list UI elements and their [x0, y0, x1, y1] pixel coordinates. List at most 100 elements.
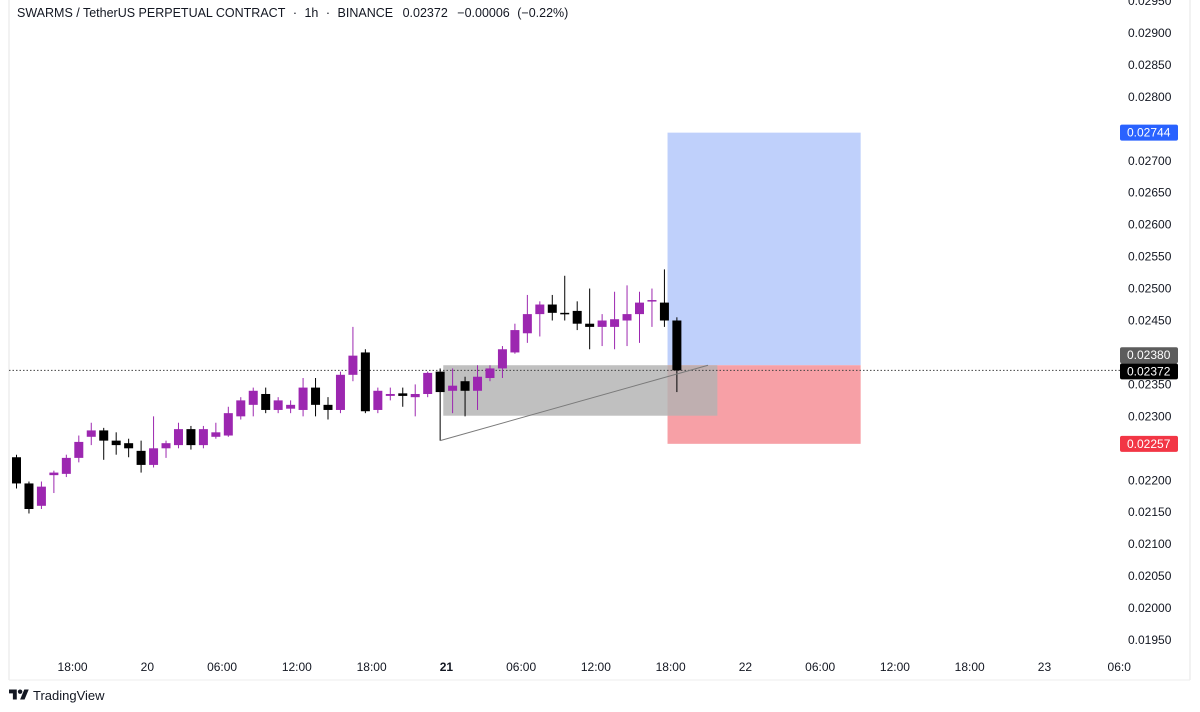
- price-change-percent: (−0.22%): [517, 6, 569, 20]
- candle-body[interactable]: [12, 457, 21, 484]
- candle-body[interactable]: [74, 441, 84, 458]
- candle-body[interactable]: [99, 430, 109, 441]
- current-price-label: 0.02372: [1127, 364, 1171, 378]
- y-axis-tick-label: 0.02950: [1128, 0, 1172, 8]
- candle-body[interactable]: [273, 400, 283, 410]
- candle-body[interactable]: [36, 486, 46, 506]
- candle-body[interactable]: [398, 393, 408, 396]
- candle-body[interactable]: [647, 300, 657, 302]
- exchange-label: BINANCE: [337, 6, 394, 20]
- candle-body[interactable]: [485, 368, 495, 379]
- x-axis-tick-label: 18:00: [955, 660, 985, 674]
- x-axis-tick-label: 18:00: [58, 660, 88, 674]
- price-change: −0.00006: [457, 6, 510, 20]
- candle-body[interactable]: [510, 330, 520, 353]
- y-axis-tick-label: 0.02800: [1128, 90, 1172, 104]
- candle-body[interactable]: [61, 457, 71, 474]
- y-axis-tick-label: 0.01950: [1128, 633, 1172, 647]
- candle-body[interactable]: [460, 381, 470, 391]
- candle-body[interactable]: [124, 443, 134, 449]
- y-axis-tick-label: 0.02700: [1128, 154, 1172, 168]
- target-price-label: 0.02744: [1127, 126, 1171, 140]
- candle-body[interactable]: [311, 387, 321, 405]
- candle-body[interactable]: [423, 372, 433, 394]
- candle-body[interactable]: [610, 319, 620, 327]
- x-axis-tick-label: 06:0: [1108, 660, 1132, 674]
- candle-body[interactable]: [24, 483, 34, 510]
- candle-body[interactable]: [86, 430, 96, 437]
- candle-body[interactable]: [410, 393, 420, 398]
- candle-body[interactable]: [672, 320, 682, 371]
- y-axis-tick-label: 0.02550: [1128, 250, 1172, 264]
- candle-body[interactable]: [597, 320, 607, 327]
- candle-body[interactable]: [659, 302, 669, 321]
- candle-body[interactable]: [223, 413, 233, 436]
- interval-label[interactable]: 1h: [304, 6, 319, 20]
- candle-body[interactable]: [360, 352, 370, 412]
- candle-body[interactable]: [560, 312, 570, 315]
- y-axis-tick-label: 0.02050: [1128, 569, 1172, 583]
- tradingview-branding[interactable]: TradingView: [9, 685, 105, 705]
- candle-body[interactable]: [572, 310, 582, 324]
- separator: ·: [292, 6, 297, 20]
- candle-body[interactable]: [385, 393, 395, 396]
- candle-body[interactable]: [161, 443, 171, 449]
- candle-body[interactable]: [286, 404, 296, 409]
- y-axis-tick-label: 0.02300: [1128, 409, 1172, 423]
- x-axis-tick-label: 22: [739, 660, 753, 674]
- candle-body[interactable]: [473, 376, 483, 391]
- candle-body[interactable]: [622, 314, 632, 321]
- symbol-name[interactable]: SWARMS / TetherUS PERPETUAL CONTRACT: [17, 6, 286, 20]
- candle-body[interactable]: [323, 404, 333, 410]
- candle-body[interactable]: [111, 440, 121, 446]
- y-axis-tick-label: 0.02850: [1128, 58, 1172, 72]
- candle-body[interactable]: [49, 472, 59, 476]
- candle-body[interactable]: [211, 432, 221, 437]
- separator: ·: [325, 6, 331, 20]
- y-axis-tick-label: 0.02650: [1128, 186, 1172, 200]
- candle-body[interactable]: [298, 387, 308, 410]
- candle-body[interactable]: [186, 429, 196, 446]
- candle-body[interactable]: [348, 355, 358, 375]
- candle-body[interactable]: [198, 429, 208, 446]
- x-axis-tick-label: 12:00: [880, 660, 910, 674]
- candle-body[interactable]: [535, 304, 545, 315]
- candle-body[interactable]: [248, 390, 258, 405]
- chart-legend: SWARMS / TetherUS PERPETUAL CONTRACT · 1…: [17, 6, 572, 20]
- x-axis-tick-label: 21: [440, 660, 454, 674]
- candle-body[interactable]: [635, 302, 644, 315]
- y-axis-tick-label: 0.02000: [1128, 601, 1172, 615]
- candle-body[interactable]: [373, 390, 383, 410]
- entry-price-label: 0.02380: [1127, 348, 1171, 362]
- y-axis-tick-label: 0.02200: [1128, 473, 1172, 487]
- current-price-badge: [1120, 363, 1178, 380]
- candle-body[interactable]: [522, 314, 532, 334]
- position-target-zone[interactable]: [667, 132, 861, 366]
- trendline[interactable]: [440, 364, 709, 442]
- entry-zone-rectangle[interactable]: [443, 365, 718, 416]
- x-axis-tick-label: 23: [1038, 660, 1052, 674]
- y-axis-tick-label: 0.02600: [1128, 218, 1172, 232]
- candle-body[interactable]: [261, 393, 271, 410]
- x-axis-tick-label: 06:00: [506, 660, 536, 674]
- candle-body[interactable]: [497, 349, 507, 369]
- x-axis-tick-label: 18:00: [357, 660, 387, 674]
- candle-body[interactable]: [236, 400, 246, 417]
- y-axis-tick-label: 0.02350: [1128, 377, 1172, 391]
- y-axis-tick-label: 0.02150: [1128, 505, 1172, 519]
- candle-body[interactable]: [335, 374, 345, 410]
- candle-body[interactable]: [136, 450, 146, 465]
- tradingview-logo-icon: [9, 689, 29, 700]
- candle-body[interactable]: [149, 448, 159, 465]
- candle-body[interactable]: [435, 371, 445, 393]
- candle-body[interactable]: [547, 304, 557, 313]
- entry-price-badge: [1120, 347, 1178, 364]
- x-axis-tick-label: 20: [141, 660, 155, 674]
- candle-body[interactable]: [173, 429, 183, 446]
- candle-body[interactable]: [448, 385, 458, 391]
- tradingview-brand-label: TradingView: [33, 687, 105, 703]
- x-axis-tick-label: 06:00: [805, 660, 835, 674]
- target-price-badge: [1120, 124, 1178, 141]
- candle-body[interactable]: [585, 323, 595, 327]
